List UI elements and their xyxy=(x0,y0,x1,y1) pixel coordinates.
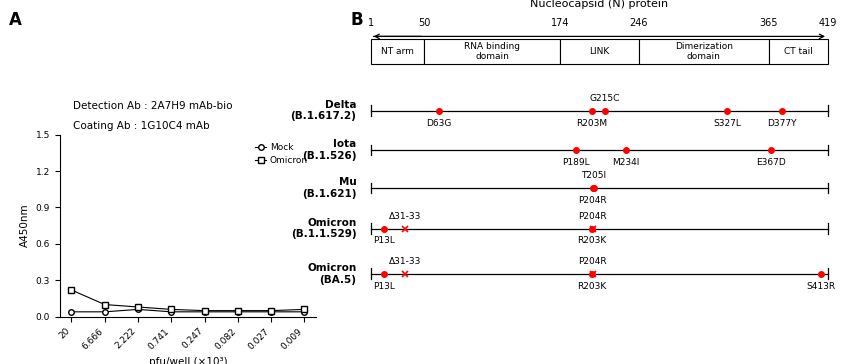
Bar xyxy=(768,39,827,64)
Text: 1: 1 xyxy=(368,18,374,28)
Omicron xyxy=(299,307,309,312)
Text: 50: 50 xyxy=(418,18,430,28)
Text: Coating Ab : 1G10C4 mAb: Coating Ab : 1G10C4 mAb xyxy=(73,121,209,131)
Text: S327L: S327L xyxy=(712,119,740,127)
Bar xyxy=(370,39,424,64)
Text: Δ31-33: Δ31-33 xyxy=(388,212,421,221)
Text: Delta
(B.1.617.2): Delta (B.1.617.2) xyxy=(290,100,356,122)
Line: Mock: Mock xyxy=(68,306,307,314)
Bar xyxy=(424,39,560,64)
Mock xyxy=(265,310,276,314)
Text: T205I: T205I xyxy=(581,171,606,180)
Text: 174: 174 xyxy=(550,18,569,28)
Line: Omicron: Omicron xyxy=(68,287,307,313)
Text: B: B xyxy=(350,11,363,29)
Omicron xyxy=(100,302,110,307)
Omicron xyxy=(265,308,276,313)
Text: 365: 365 xyxy=(759,18,777,28)
Text: A: A xyxy=(9,11,21,29)
Text: 419: 419 xyxy=(818,18,836,28)
Omicron xyxy=(232,308,242,313)
Text: P13L: P13L xyxy=(373,282,394,290)
Mock xyxy=(67,310,77,314)
Mock xyxy=(133,307,143,312)
Mock xyxy=(100,310,110,314)
Text: NT arm: NT arm xyxy=(380,47,414,56)
Text: Nucleocapsid (N) protein: Nucleocapsid (N) protein xyxy=(530,0,668,9)
Text: R203K: R203K xyxy=(577,282,606,290)
Bar xyxy=(638,39,768,64)
Text: P204R: P204R xyxy=(577,212,606,221)
Text: E367D: E367D xyxy=(755,158,785,167)
Text: G215C: G215C xyxy=(589,94,619,103)
Bar xyxy=(560,39,638,64)
Mock xyxy=(199,310,209,314)
Text: R203K: R203K xyxy=(577,237,606,245)
Text: Dimerization
domain: Dimerization domain xyxy=(674,42,732,62)
Omicron xyxy=(133,305,143,309)
Text: Omicron
(B.1.1.529): Omicron (B.1.1.529) xyxy=(291,218,356,240)
Text: S413R: S413R xyxy=(806,282,835,290)
Text: P204R: P204R xyxy=(577,196,606,205)
Text: P13L: P13L xyxy=(373,237,394,245)
Text: M234I: M234I xyxy=(612,158,639,167)
Mock xyxy=(299,310,309,314)
Text: CT tail: CT tail xyxy=(783,47,812,56)
Text: P189L: P189L xyxy=(562,158,589,167)
Y-axis label: A450nm: A450nm xyxy=(20,204,30,248)
Text: D63G: D63G xyxy=(426,119,450,127)
Text: P204R: P204R xyxy=(577,257,606,266)
Text: RNA binding
domain: RNA binding domain xyxy=(463,42,519,62)
Mock xyxy=(166,310,177,314)
Omicron xyxy=(166,307,177,312)
X-axis label: pfu/well (×10³): pfu/well (×10³) xyxy=(148,357,227,364)
Omicron xyxy=(67,288,77,292)
Text: Δ31-33: Δ31-33 xyxy=(388,257,421,266)
Text: D377Y: D377Y xyxy=(766,119,796,127)
Text: Omicron
(BA.5): Omicron (BA.5) xyxy=(307,263,356,285)
Text: Detection Ab : 2A7H9 mAb-bio: Detection Ab : 2A7H9 mAb-bio xyxy=(73,101,232,111)
Text: R203M: R203M xyxy=(576,119,606,127)
Legend: Mock, Omicron: Mock, Omicron xyxy=(252,139,311,169)
Text: LINK: LINK xyxy=(589,47,609,56)
Text: Iota
(B.1.526): Iota (B.1.526) xyxy=(302,139,356,161)
Mock xyxy=(232,310,242,314)
Text: 246: 246 xyxy=(629,18,647,28)
Text: Mu
(B.1.621): Mu (B.1.621) xyxy=(302,177,356,199)
Omicron xyxy=(199,308,209,313)
